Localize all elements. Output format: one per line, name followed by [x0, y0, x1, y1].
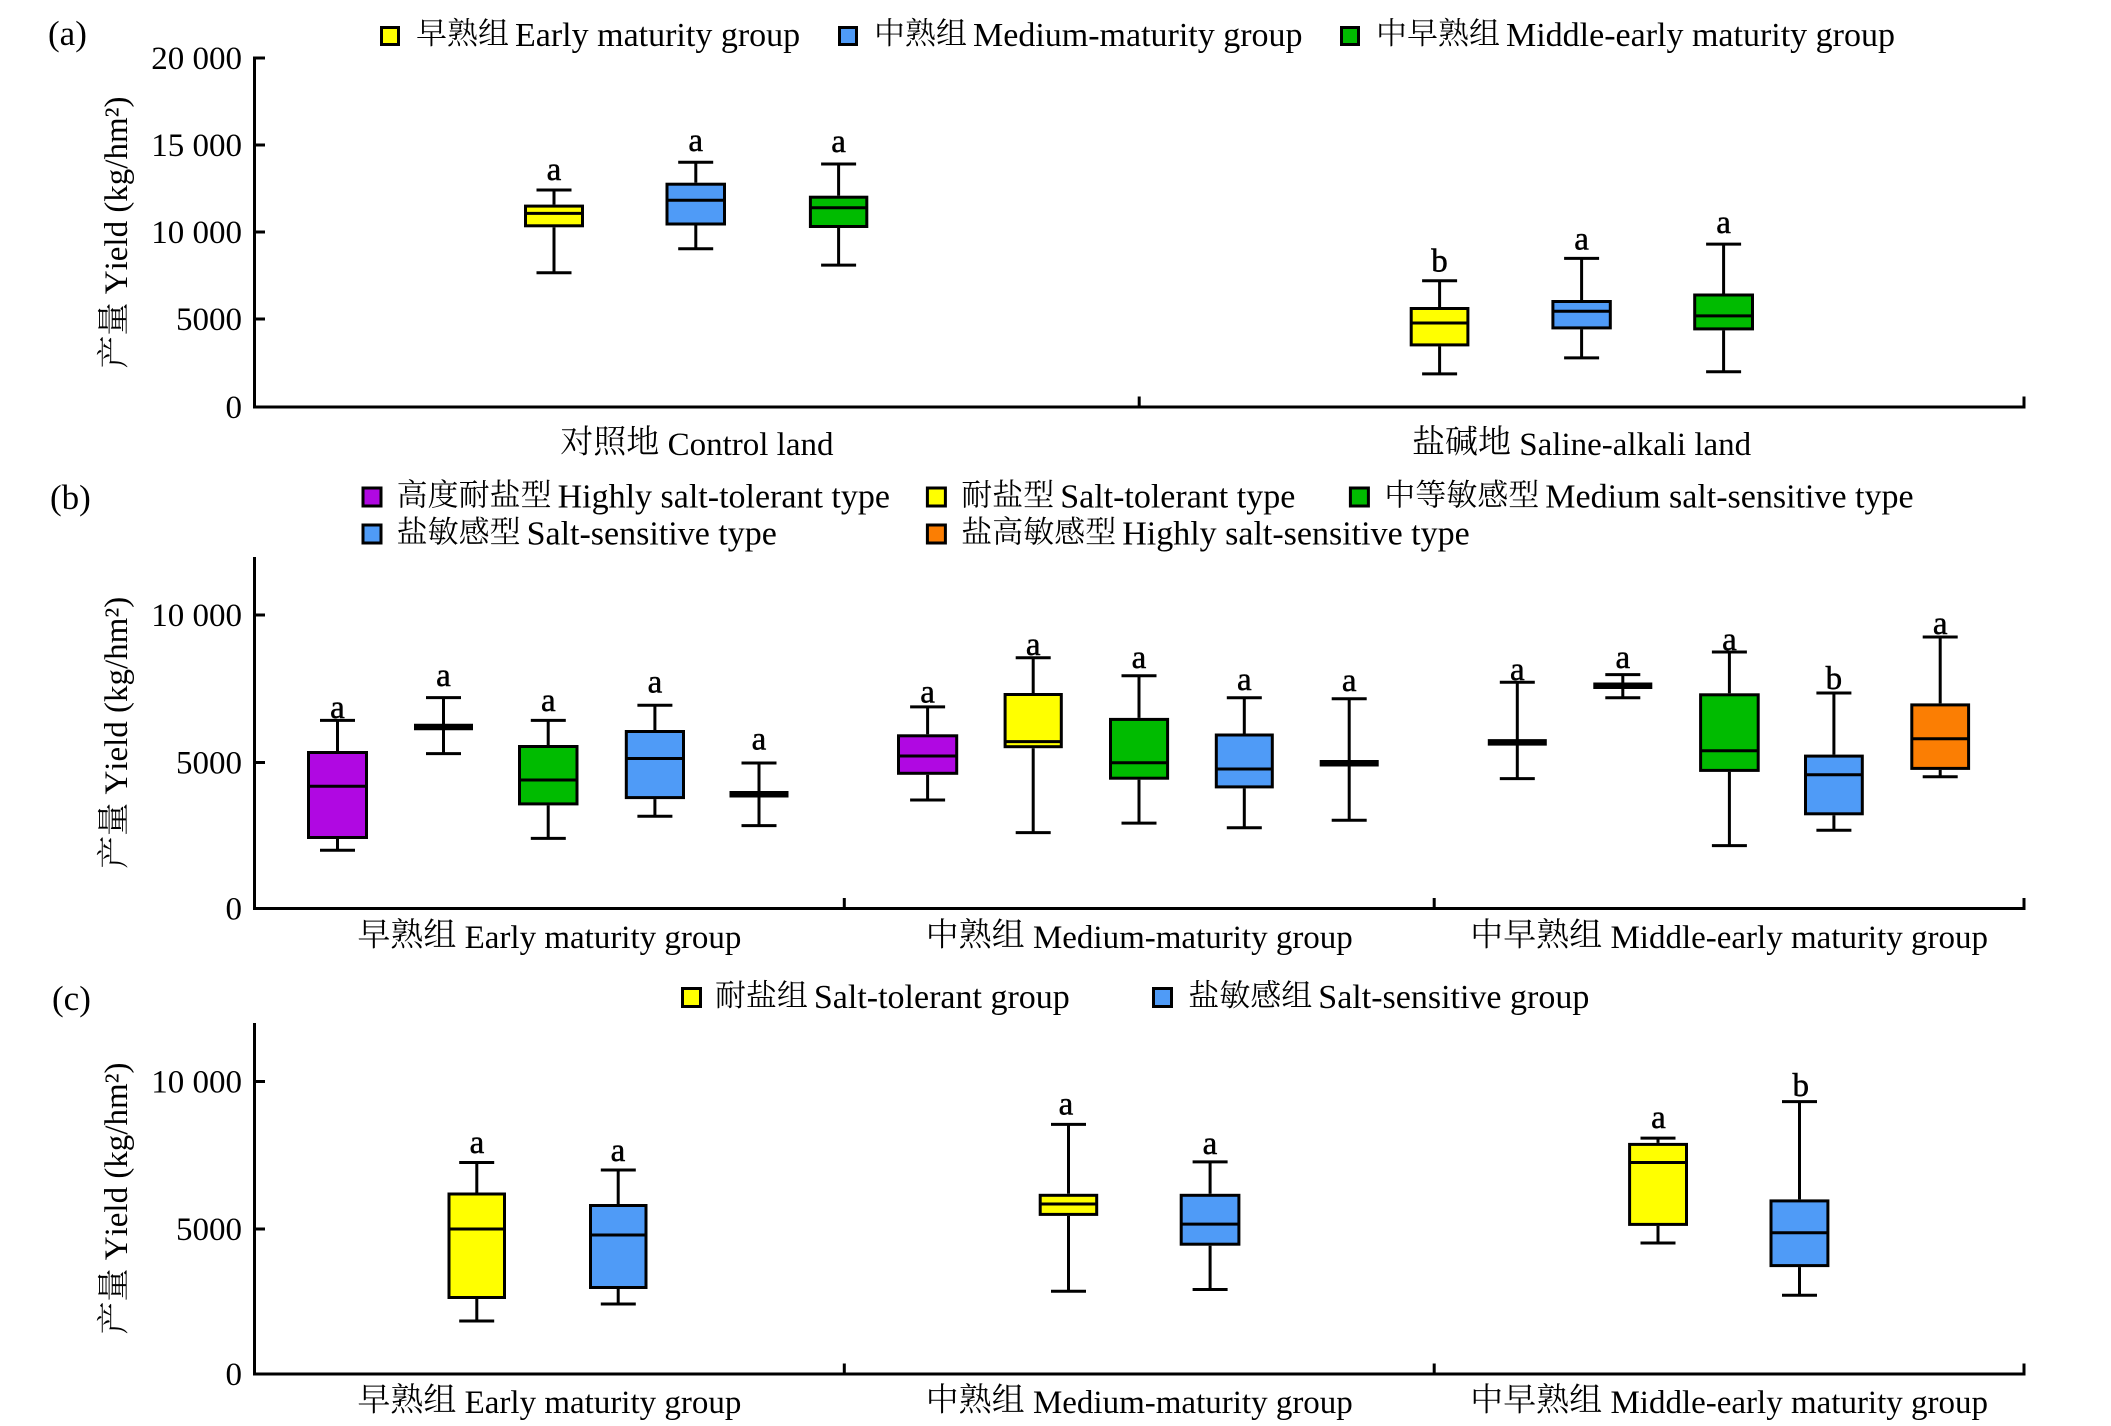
svg-text:a: a [688, 123, 703, 159]
svg-text:0: 0 [226, 892, 243, 928]
svg-text:b: b [1431, 244, 1448, 280]
svg-text:Early maturity group: Early maturity group [465, 1385, 742, 1421]
svg-text:Medium-maturity group: Medium-maturity group [1033, 920, 1353, 956]
svg-text:a: a [831, 124, 846, 160]
svg-text:Saline-alkali land: Saline-alkali land [1519, 427, 1751, 463]
svg-text:Yield (kg/hm²): Yield (kg/hm²) [99, 1062, 135, 1260]
svg-text:a: a [1933, 606, 1948, 642]
svg-text:Salt-sensitive type: Salt-sensitive type [527, 516, 777, 553]
svg-text:a: a [1722, 622, 1737, 658]
svg-text:a: a [1342, 663, 1357, 699]
svg-text:0: 0 [226, 1357, 243, 1393]
svg-text:a: a [1026, 627, 1041, 663]
svg-text:a: a [1574, 222, 1589, 258]
svg-text:a: a [1651, 1100, 1666, 1136]
svg-text:a: a [752, 722, 767, 758]
svg-text:20 000: 20 000 [151, 41, 242, 77]
svg-text:Highly salt-sensitive type: Highly salt-sensitive type [1122, 516, 1470, 553]
svg-text:Early maturity group: Early maturity group [515, 17, 800, 54]
svg-text:a: a [547, 152, 562, 188]
svg-text:b: b [1826, 661, 1843, 697]
svg-text:0: 0 [226, 390, 243, 426]
svg-text:Middle-early maturity group: Middle-early maturity group [1506, 17, 1895, 54]
svg-text:Middle-early maturity group: Middle-early maturity group [1610, 1385, 1988, 1421]
svg-text:Salt-sensitive group: Salt-sensitive group [1318, 979, 1589, 1016]
svg-text:Early maturity group: Early maturity group [465, 920, 742, 956]
svg-text:Yield (kg/hm²): Yield (kg/hm²) [99, 96, 135, 294]
svg-text:Medium-maturity group: Medium-maturity group [973, 17, 1303, 54]
svg-text:Middle-early maturity group: Middle-early maturity group [1610, 920, 1988, 956]
svg-text:a: a [436, 658, 451, 694]
svg-text:Salt-tolerant type: Salt-tolerant type [1060, 479, 1295, 516]
svg-text:Highly salt-tolerant type: Highly salt-tolerant type [558, 479, 890, 516]
svg-text:a: a [1132, 640, 1147, 676]
svg-text:5000: 5000 [176, 746, 242, 782]
svg-text:(b): (b) [50, 478, 91, 517]
svg-text:a: a [1615, 640, 1630, 676]
svg-text:Medium-maturity group: Medium-maturity group [1033, 1385, 1353, 1421]
svg-text:Control land: Control land [668, 427, 834, 463]
svg-text:5000: 5000 [176, 302, 242, 338]
svg-text:10 000: 10 000 [151, 598, 242, 634]
svg-text:a: a [1716, 205, 1731, 241]
svg-text:a: a [330, 690, 345, 726]
svg-text:a: a [611, 1133, 626, 1169]
svg-text:a: a [470, 1125, 485, 1161]
svg-text:(c): (c) [52, 979, 91, 1018]
svg-text:Yield (kg/hm²): Yield (kg/hm²) [99, 597, 135, 795]
svg-text:a: a [648, 665, 663, 701]
svg-text:a: a [920, 675, 935, 711]
svg-text:15 000: 15 000 [151, 128, 242, 164]
svg-text:a: a [1237, 662, 1252, 698]
svg-text:Salt-tolerant group: Salt-tolerant group [814, 979, 1070, 1016]
svg-text:5000: 5000 [176, 1212, 242, 1248]
svg-text:a: a [541, 683, 556, 719]
svg-text:(a): (a) [48, 14, 87, 53]
svg-text:b: b [1793, 1068, 1810, 1104]
svg-text:a: a [1203, 1126, 1218, 1162]
svg-text:10 000: 10 000 [151, 215, 242, 251]
svg-text:10 000: 10 000 [151, 1065, 242, 1101]
svg-text:a: a [1510, 652, 1525, 688]
svg-text:a: a [1059, 1086, 1074, 1122]
svg-text:Medium salt-sensitive type: Medium salt-sensitive type [1545, 479, 1913, 516]
